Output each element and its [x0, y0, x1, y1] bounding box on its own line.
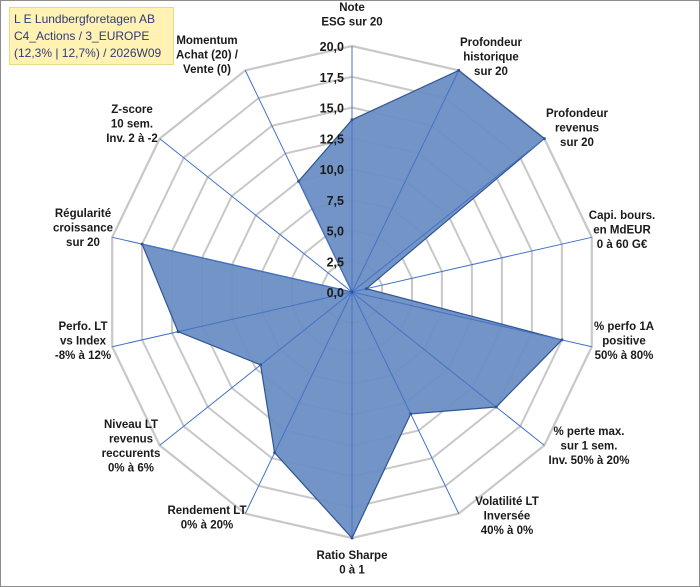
- title-company: L E Lundbergforetagen AB: [14, 12, 155, 26]
- axis-spoke: [351, 70, 460, 293]
- axis-label: Niveau LT revenus reccurents 0% à 6%: [102, 419, 161, 475]
- axis-spoke: [159, 138, 353, 293]
- axis-spoke: [351, 291, 460, 514]
- data-point: [176, 330, 180, 334]
- chart-title-box: L E Lundbergforetagen AB C4_Actions / 3_…: [9, 7, 174, 65]
- data-point: [350, 290, 354, 294]
- tick-label: 7,5: [327, 194, 344, 208]
- axis-label: % perfo 1A positive 50% à 80%: [594, 321, 654, 362]
- axis-label: Note ESG sur 20: [321, 2, 382, 29]
- data-point: [350, 118, 354, 122]
- axis-label: Ratio Sharpe 0 à 1: [317, 550, 388, 577]
- axis-label: Profondeur revenus sur 20: [546, 108, 608, 149]
- data-point: [560, 338, 564, 342]
- data-point: [297, 179, 301, 183]
- axis-label: Profondeur historique sur 20: [460, 37, 522, 78]
- axis-label: Rendement LT 0% à 20%: [167, 505, 246, 532]
- data-point: [494, 405, 498, 409]
- title-category: C4_Actions / 3_EUROPE: [14, 29, 150, 43]
- axis-label: Volatilité LT Inversée 40% à 0%: [475, 496, 538, 537]
- tick-label: 0,0: [327, 286, 344, 300]
- tick-label: 5,0: [327, 225, 344, 239]
- axis-spoke: [244, 291, 353, 514]
- title-performance: (12,3% | 12,7%) / 2026W09: [14, 46, 162, 60]
- tick-label: 12,5: [320, 132, 344, 146]
- axis-label: Régularité croissance sur 20: [53, 208, 113, 249]
- data-point: [140, 242, 144, 246]
- tick-label: 17,5: [320, 71, 344, 85]
- axis-spoke: [159, 291, 353, 446]
- axis-label: Perfo. LT vs Index -8% à 12%: [55, 321, 111, 362]
- axis-label: Capi. bours. en MdEUR 0 à 60 G€: [589, 210, 655, 251]
- axis-label: Z-score 10 sem. Inv. 2 à -2: [106, 104, 158, 145]
- tick-label: 20,0: [320, 40, 344, 54]
- tick-label: 2,5: [327, 255, 344, 269]
- data-point: [409, 412, 413, 416]
- axis-spoke: [112, 291, 353, 348]
- axis-label: Momentum Achat (20) / Vente (0): [176, 35, 239, 76]
- data-point: [542, 137, 546, 141]
- axis-spoke: [351, 236, 592, 293]
- tick-label: 15,0: [320, 102, 344, 116]
- axis-spoke: [351, 291, 592, 348]
- data-point: [457, 68, 461, 72]
- tick-label: 10,0: [320, 163, 344, 177]
- data-point: [259, 363, 263, 367]
- data-point: [350, 536, 354, 540]
- data-point: [364, 287, 368, 291]
- axis-label: % perte max. sur 1 sem. Inv. 50% à 20%: [549, 426, 630, 467]
- data-point: [273, 451, 277, 455]
- axis-spoke: [112, 236, 353, 293]
- axis-spoke: [351, 291, 545, 446]
- axis-spoke: [351, 138, 545, 293]
